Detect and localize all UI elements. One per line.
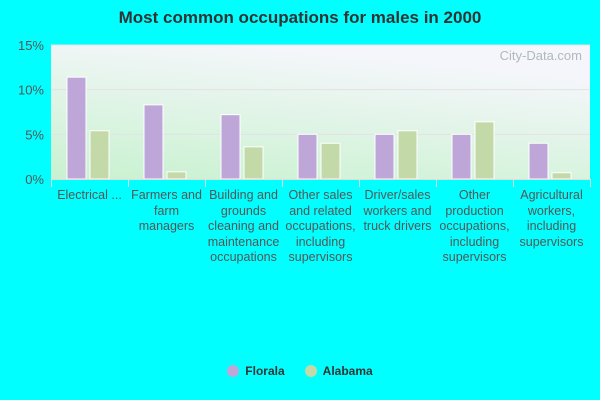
bar-florala[interactable] [297,133,318,180]
x-tick-label: Electrical ... [57,188,122,202]
bar-florala[interactable] [528,142,549,180]
watermark: City-Data.com [500,48,582,63]
bar-florala[interactable] [220,114,241,180]
x-tick-label: Other sales and related occupations, inc… [285,188,356,264]
y-tick-label: 5% [25,127,44,142]
y-tick-label: 0% [25,172,44,187]
bar-florala[interactable] [374,133,395,180]
legend-item-alabama[interactable]: Alabama [304,364,373,378]
legend: Florala Alabama [0,364,600,378]
bar-alabama[interactable] [551,172,572,180]
bar-florala[interactable] [143,104,164,180]
x-tick-label: Building and grounds cleaning and mainte… [207,188,280,264]
bar-alabama[interactable] [474,121,495,180]
x-tick-label: Agricultural workers, including supervis… [519,188,584,249]
legend-swatch [227,365,240,377]
bar-alabama[interactable] [397,130,418,180]
x-tick-label: Other production occupations, including … [439,188,510,264]
y-tick-label: 10% [18,83,44,98]
chart-title: Most common occupations for males in 200… [118,8,482,27]
bar-alabama[interactable] [320,142,341,180]
bar-florala[interactable] [66,76,87,180]
x-tick-label: Farmers and farm managers [131,188,202,233]
legend-label: Alabama [322,364,373,378]
legend-label: Florala [245,364,285,378]
legend-swatch [304,365,317,377]
bar-alabama[interactable] [243,146,264,180]
bar-alabama[interactable] [166,171,187,180]
x-tick-label: Driver/sales workers and truck drivers [363,188,432,233]
bar-alabama[interactable] [89,130,110,180]
bar-florala[interactable] [451,133,472,180]
y-tick-label: 15% [18,38,44,53]
legend-item-florala[interactable]: Florala [227,364,285,378]
